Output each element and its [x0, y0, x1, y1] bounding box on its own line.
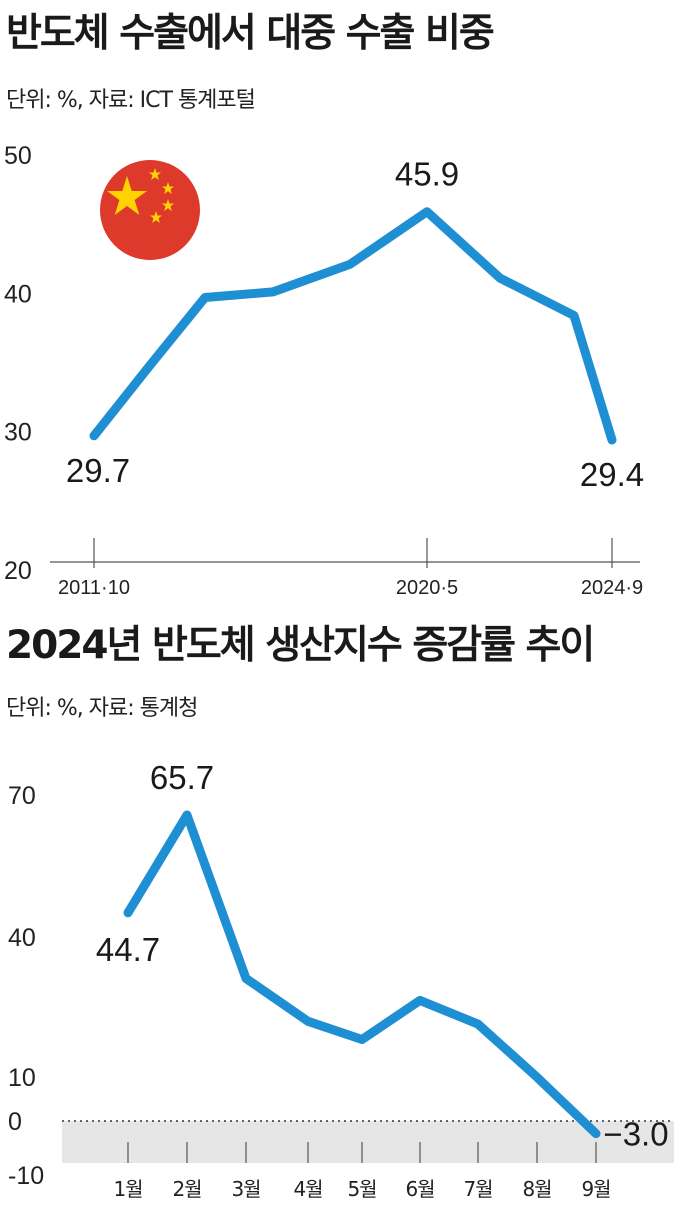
chart1-title: 반도체 수출에서 대중 수출 비중: [6, 11, 495, 56]
series-line: [123, 810, 601, 1139]
chart2-subtitle: 단위: %, 자료: 통계청: [6, 696, 198, 721]
x-tick-label: 2020·5: [396, 577, 458, 599]
flag-big-star: [107, 176, 147, 215]
y-tick-label: 20: [4, 557, 32, 585]
chart1-plot: 50 40 30 20 2011·10 2020·5 2024·9 29.7 45.9 29.…: [4, 142, 644, 599]
y-tick-label: 40: [8, 924, 36, 952]
x-tick-label: 2월: [172, 1177, 201, 1201]
chart1-subtitle: 단위: %, 자료: ICT 통계포털: [6, 88, 256, 113]
data-label: 29.7: [66, 452, 130, 489]
y-tick-label: 50: [4, 142, 32, 170]
data-label: 29.4: [580, 456, 644, 493]
flag-small-star: [149, 168, 161, 180]
y-tick-label: 70: [8, 782, 36, 810]
y-tick-label: 30: [4, 419, 32, 447]
data-label: 44.7: [96, 931, 160, 968]
y-tick-label: 10: [8, 1064, 36, 1092]
y-tick-label: 40: [4, 280, 32, 308]
flag-small-star: [162, 182, 174, 194]
x-tick-label: 2024·9: [581, 577, 643, 599]
y-tick-label: 0: [8, 1108, 22, 1136]
y-tick-label: -10: [8, 1162, 44, 1190]
x-tick-label: 5월: [347, 1177, 376, 1201]
china-flag-icon: [100, 160, 200, 260]
x-tick-label: 9월: [581, 1177, 610, 1201]
x-tick-label: 7월: [463, 1177, 492, 1201]
data-label: −3.0: [603, 1116, 668, 1153]
negative-band: [62, 1121, 674, 1163]
x-tick-label: 1월: [113, 1177, 142, 1201]
x-tick-label: 4월: [293, 1177, 322, 1201]
x-tick-label: 8월: [522, 1177, 551, 1201]
data-label: 45.9: [395, 156, 459, 193]
series-line: [89, 207, 617, 445]
data-label: 65.7: [150, 759, 214, 796]
chart2-title: 2024년 반도체 생산지수 증감률 추이: [6, 623, 595, 668]
x-tick-label: 3월: [231, 1177, 260, 1201]
flag-small-star: [162, 199, 174, 211]
flag-small-star: [150, 211, 162, 223]
x-tick-label: 6월: [405, 1177, 434, 1201]
x-tick-label: 2011·10: [58, 577, 130, 599]
